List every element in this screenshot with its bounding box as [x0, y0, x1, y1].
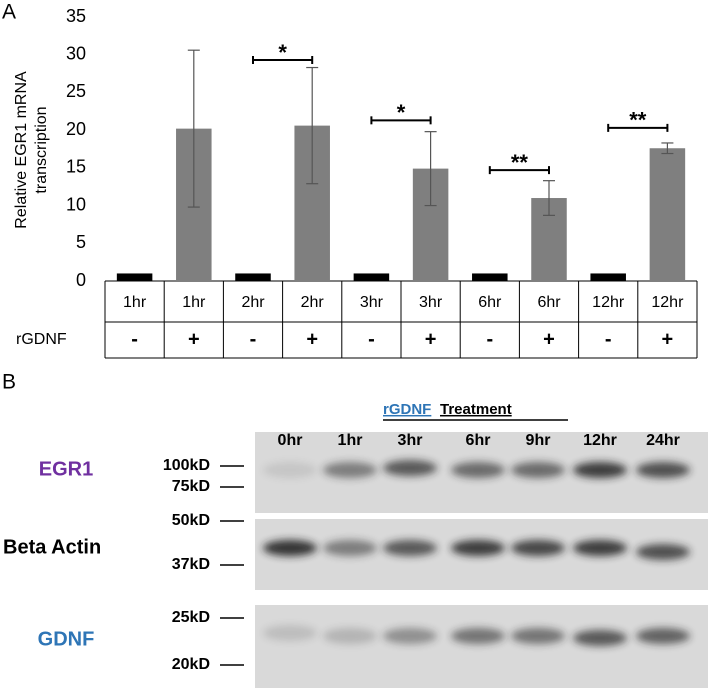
panel-label: A	[2, 1, 16, 24]
error-bar	[424, 131, 437, 207]
blot-band	[323, 540, 377, 556]
x-tick-label: 3hr	[419, 294, 443, 311]
row-value: +	[306, 328, 318, 350]
blot-band	[263, 540, 317, 556]
row-value: +	[425, 328, 437, 350]
marker-label: 25kD	[172, 609, 210, 626]
significance-label: *	[278, 40, 287, 65]
blot-band	[383, 460, 437, 476]
blot	[255, 519, 708, 590]
bar	[235, 273, 271, 281]
x-tick-label: 1hr	[182, 294, 206, 311]
blot	[255, 432, 708, 513]
significance-label: **	[511, 150, 529, 175]
row-value: -	[250, 328, 257, 350]
blot-band	[263, 462, 317, 478]
lane-label: 0hr	[278, 432, 303, 449]
y-tick-label: 10	[66, 194, 86, 214]
y-tick-label: 15	[66, 157, 86, 177]
significance-label: *	[397, 100, 406, 125]
row-value: -	[486, 328, 493, 350]
x-tick-label: 12hr	[592, 294, 625, 311]
protein-label: EGR1	[39, 458, 93, 480]
y-tick-label: 5	[76, 232, 86, 252]
error-bar	[543, 180, 555, 216]
blot-band	[451, 540, 505, 556]
blot-band	[573, 630, 627, 646]
y-axis-label: Relative EGR1 mRNA	[13, 71, 30, 229]
bar	[116, 273, 153, 281]
blot-band	[451, 462, 505, 478]
blot-band	[636, 628, 690, 644]
y-tick-label: 20	[66, 119, 86, 139]
row-label: rGDNF	[16, 331, 67, 348]
blot-band	[323, 628, 377, 644]
error-bar	[306, 66, 319, 185]
x-tick-label: 3hr	[360, 294, 384, 311]
row-value: +	[662, 328, 674, 350]
bar	[649, 148, 686, 281]
blot-background	[255, 605, 708, 688]
x-tick-label: 2hr	[241, 294, 265, 311]
x-tick-label: 2hr	[301, 294, 325, 311]
x-tick-label: 6hr	[478, 294, 502, 311]
marker-label: 50kD	[172, 512, 210, 529]
row-value: +	[543, 328, 555, 350]
row-value: +	[188, 328, 200, 350]
significance-bracket	[607, 123, 669, 132]
blot	[255, 605, 708, 688]
protein-label: Beta Actin	[3, 536, 101, 558]
x-tick-label: 6hr	[537, 294, 561, 311]
blot-band	[383, 628, 437, 644]
blot-band	[323, 462, 377, 478]
blot-band	[451, 628, 505, 644]
row-value: -	[131, 328, 138, 350]
blot-band	[573, 540, 627, 556]
blot-band	[511, 628, 565, 644]
y-tick-label: 35	[66, 6, 86, 26]
significance-label: **	[629, 108, 647, 133]
panel-label: B	[2, 371, 16, 394]
y-tick-label: 0	[76, 270, 86, 290]
significance-bracket	[252, 55, 314, 64]
marker-label: 100kD	[163, 457, 210, 474]
y-tick-label: 30	[66, 43, 86, 63]
marker-label: 75kD	[172, 478, 210, 495]
protein-label: GDNF	[38, 628, 95, 650]
blot-band	[636, 462, 690, 478]
row-value: -	[368, 328, 375, 350]
bar	[590, 273, 626, 281]
blot-band	[511, 462, 565, 478]
lane-label: 3hr	[398, 432, 423, 449]
lane-label: 9hr	[526, 432, 551, 449]
blot-band	[573, 462, 627, 478]
lane-label: 1hr	[338, 432, 363, 449]
row-value: -	[605, 328, 612, 350]
y-tick-label: 25	[66, 81, 86, 101]
lane-label: 24hr	[646, 432, 680, 449]
x-tick-label: 12hr	[651, 294, 684, 311]
significance-bracket	[370, 116, 432, 125]
marker-label: 37kD	[172, 556, 210, 573]
blot-band	[383, 540, 437, 556]
error-bar	[187, 49, 200, 208]
blot-band	[263, 625, 317, 641]
header-text: Treatment	[440, 401, 512, 418]
x-tick-label: 1hr	[123, 294, 147, 311]
bar	[353, 273, 390, 281]
significance-bracket	[488, 166, 550, 175]
lane-label: 12hr	[583, 432, 617, 449]
marker-label: 20kD	[172, 656, 210, 673]
blot-band	[511, 540, 565, 556]
header-agent: rGDNF	[383, 401, 431, 418]
error-bar	[661, 142, 674, 155]
blot-band	[636, 544, 690, 560]
y-axis-label: transcription	[33, 106, 50, 193]
lane-label: 6hr	[466, 432, 491, 449]
bar	[472, 273, 508, 281]
